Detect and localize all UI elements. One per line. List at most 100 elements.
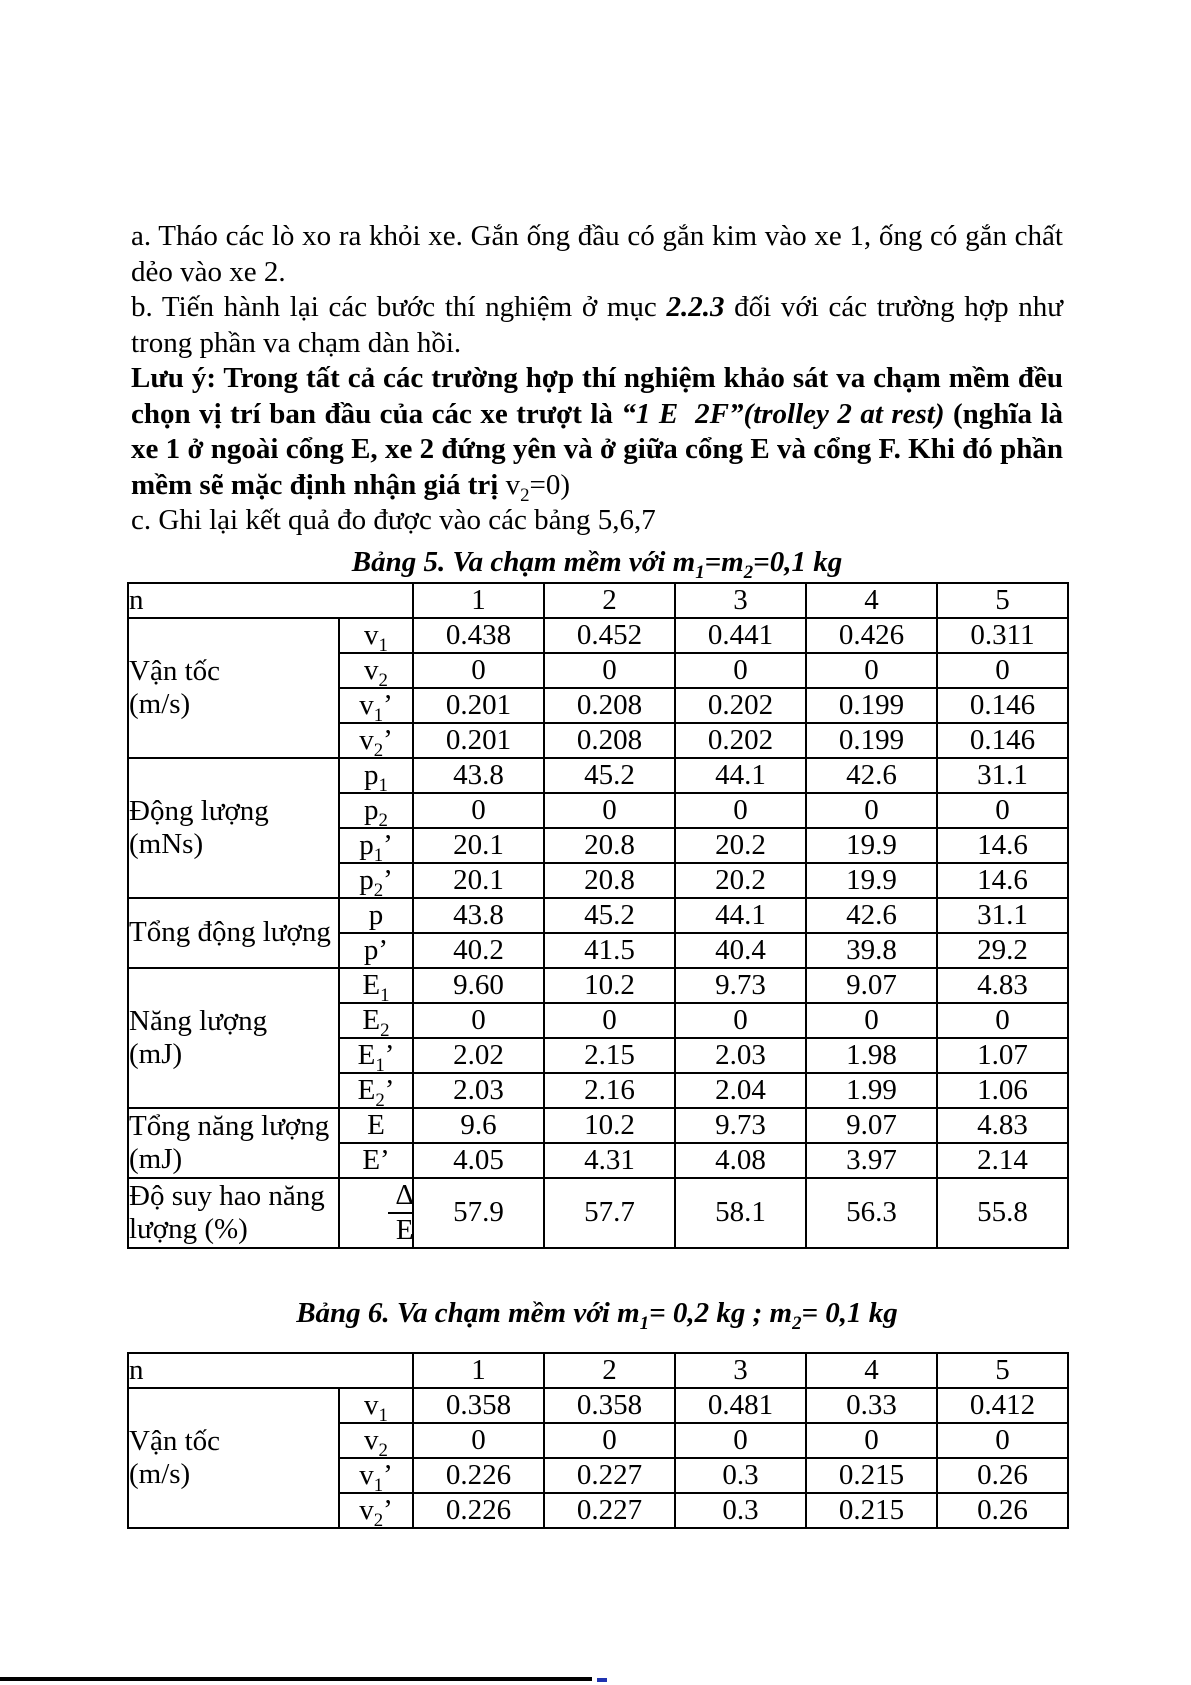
data-cell: 1.07	[936, 1036, 1069, 1074]
data-cell: 0	[674, 651, 807, 689]
data-cell: 57.7	[543, 1176, 676, 1249]
paragraph-note: Lưu ý: Trong tất cả các trường hợp thí n…	[131, 361, 1063, 506]
data-cell: 20.2	[674, 861, 807, 899]
data-cell: 2.03	[412, 1071, 545, 1109]
data-cell: 0.215	[805, 1491, 938, 1529]
data-row: Năng lượng (mJ) E1 9.60 10.2 9.73 9.07 4.83	[127, 966, 1069, 1109]
paragraph-step-b: b. Tiến hành lại các bước thí nghiệm ở m…	[131, 290, 1063, 361]
table-bang-6: n 1 2 3 4 5 Vận tốc (m/s) v1 0.358 0.358 0.481 0.33…	[127, 1351, 1069, 1529]
data-cell: 19.9	[805, 861, 938, 899]
data-cell: 0	[805, 651, 938, 689]
text-segment: a. Tháo các lò xo ra khỏi xe. Gắn ống đầ…	[131, 220, 1063, 288]
data-cell: 0.481	[674, 1386, 807, 1424]
document-page: a. Tháo các lò xo ra khỏi xe. Gắn ống đầ…	[127, 219, 1069, 1529]
data-cell: 14.6	[936, 826, 1069, 864]
data-cell: 20.1	[412, 826, 545, 864]
trial-number-header: 5	[936, 1351, 1069, 1389]
data-cell: 0.26	[936, 1491, 1069, 1529]
data-cell: 2.14	[936, 1141, 1069, 1179]
row-sublabel: v2’	[338, 721, 414, 759]
data-cell: 1.99	[805, 1071, 938, 1109]
data-cell: 4.83	[936, 966, 1069, 1004]
data-cell: 0.201	[412, 686, 545, 724]
row-sublabel: p	[338, 896, 414, 934]
data-cell: 0.358	[412, 1386, 545, 1424]
row-sublabel: v1’	[338, 1456, 414, 1494]
data-cell: 4.08	[674, 1141, 807, 1179]
data-cell: 0.146	[936, 721, 1069, 759]
data-row: E’ 4.05 4.31 4.08 3.97 2.14	[128, 1141, 1069, 1179]
data-cell: 45.2	[543, 756, 676, 794]
text-segment: v2=0)	[505, 468, 571, 506]
data-cell: 10.2	[543, 1106, 676, 1144]
data-cell: 55.8	[936, 1176, 1069, 1249]
fraction-numerator: Δ	[395, 1178, 413, 1211]
data-cell: 56.3	[805, 1176, 938, 1249]
row-sublabel: E1	[338, 966, 414, 1004]
data-cell: 0.412	[936, 1386, 1069, 1424]
row-sublabel: p1	[338, 756, 414, 794]
data-row: v2 0 0 0 0 0	[128, 1421, 1069, 1459]
paragraph-step-c: c. Ghi lại kết quả đo được vào các bảng …	[131, 503, 1063, 539]
data-cell: 9.6	[412, 1106, 545, 1144]
data-row: p1’ 20.1 20.8 20.2 19.9 14.6	[128, 826, 1069, 864]
data-row: v1’ 0.201 0.208 0.202 0.199 0.146	[128, 686, 1069, 724]
data-cell: 43.8	[412, 756, 545, 794]
data-row: Tổng năng lượng (mJ) E 9.6 10.2 9.73 9.07 4.83	[127, 1106, 1069, 1179]
data-cell: 41.5	[543, 931, 676, 969]
data-row: Động lượng (mNs) p1 43.8 45.2 44.1 42.6 31.1	[127, 756, 1069, 899]
data-cell: 45.2	[543, 896, 676, 934]
data-cell: 0	[805, 1421, 938, 1459]
data-cell: 1.06	[936, 1071, 1069, 1109]
paragraph-step-a: a. Tháo các lò xo ra khỏi xe. Gắn ống đầ…	[131, 219, 1063, 290]
data-cell: 0	[412, 1421, 545, 1459]
data-cell: 4.05	[412, 1141, 545, 1179]
text-segment: c. Ghi lại kết quả đo được vào các bảng …	[131, 504, 656, 536]
data-cell: 0	[936, 1421, 1069, 1459]
data-cell: 0.311	[936, 616, 1069, 654]
data-cell: 0.208	[543, 686, 676, 724]
text-segment: 2.2.3	[666, 291, 725, 323]
row-sublabel: p1’	[338, 826, 414, 864]
trial-number-header: 2	[543, 581, 676, 619]
data-cell: 4.83	[936, 1106, 1069, 1144]
table-bang-5: n 1 2 3 4 5 Vận tốc (m/s) v1 0.438 0.452 0.441 0.42…	[127, 581, 1069, 1249]
instructions-block: a. Tháo các lò xo ra khỏi xe. Gắn ống đầ…	[131, 219, 1063, 539]
data-cell: 0.26	[936, 1456, 1069, 1494]
data-cell: 1.98	[805, 1036, 938, 1074]
data-cell: 0.3	[674, 1456, 807, 1494]
data-cell: 9.73	[674, 1106, 807, 1144]
data-cell: 9.60	[412, 966, 545, 1004]
data-cell: 9.73	[674, 966, 807, 1004]
data-cell: 0	[674, 791, 807, 829]
trial-number-header: 1	[412, 581, 545, 619]
data-cell: 0	[936, 1001, 1069, 1039]
data-row: E1’ 2.02 2.15 2.03 1.98 1.07	[128, 1036, 1069, 1074]
data-cell: 0	[805, 1001, 938, 1039]
group-label: Vận tốc (m/s)	[127, 616, 340, 759]
data-cell: 0.146	[936, 686, 1069, 724]
data-cell: 20.8	[543, 861, 676, 899]
data-cell: 9.07	[805, 1106, 938, 1144]
row-sublabel: E2’	[338, 1071, 414, 1109]
trial-number-header: 5	[936, 581, 1069, 619]
text-segment: “1 E 2F”(trolley 2 at rest)	[621, 397, 945, 430]
data-row: E2 0 0 0 0 0	[128, 1001, 1069, 1039]
data-cell: 0	[936, 791, 1069, 829]
data-cell: 58.1	[674, 1176, 807, 1249]
data-row: Vận tốc (m/s) v1 0.438 0.452 0.441 0.426 0.311	[127, 616, 1069, 759]
data-cell: 3.97	[805, 1141, 938, 1179]
data-cell: 44.1	[674, 756, 807, 794]
group-label: Độ suy hao năng lượng (%)	[127, 1176, 340, 1249]
data-cell: 0.33	[805, 1386, 938, 1424]
data-cell: 0.438	[412, 616, 545, 654]
data-row: Độ suy hao năng lượng (%) Δ E 57.9 57.7 58.1 5…	[127, 1176, 1069, 1249]
data-cell: 40.4	[674, 931, 807, 969]
data-cell: 0	[543, 791, 676, 829]
row-sublabel: v1	[338, 616, 414, 654]
data-cell: 0.202	[674, 686, 807, 724]
